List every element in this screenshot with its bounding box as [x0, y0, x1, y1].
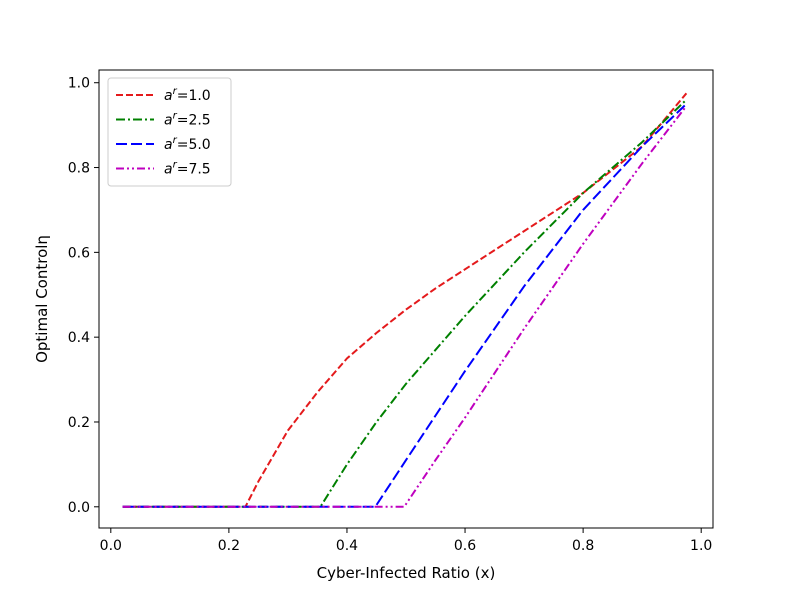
x-tick-label: 0.4	[336, 538, 358, 554]
y-tick-label: 0.8	[68, 161, 90, 177]
series-line	[122, 92, 688, 508]
series-line	[122, 105, 688, 508]
y-axis-label: Optimal Controlη	[33, 235, 51, 363]
legend-entry: ar=2.5	[164, 111, 211, 129]
x-tick-label: 0.0	[100, 538, 122, 554]
series-line	[122, 103, 688, 508]
legend-entry: ar=1.0	[164, 86, 211, 104]
legend-entry: ar=5.0	[164, 135, 211, 153]
x-axis-label: Cyber-Infected Ratio (x)	[317, 564, 496, 582]
legend-entry: ar=7.5	[164, 160, 211, 178]
y-axis: 0.0 0.2 0.4 0.6 0.8 1.0	[68, 76, 99, 516]
legend-box	[107, 77, 232, 187]
y-tick-label: 0.2	[68, 415, 90, 431]
plot-frame	[98, 69, 714, 529]
y-tick-label: 0.4	[68, 330, 90, 346]
x-tick-label: 0.2	[218, 538, 240, 554]
legend: ar=1.0 ar=2.5 ar=5.0 ar=7.5	[107, 77, 232, 187]
series-layer	[122, 92, 688, 508]
y-tick-label: 0.6	[68, 245, 90, 261]
x-tick-label: 0.8	[572, 538, 594, 554]
x-tick-label: 0.6	[454, 538, 476, 554]
y-tick-label: 1.0	[68, 76, 90, 92]
series-line	[122, 98, 688, 508]
x-tick-label: 1.0	[690, 538, 712, 554]
y-tick-label: 0.0	[68, 500, 90, 516]
x-axis: 0.0 0.2 0.4 0.6 0.8 1.0	[100, 528, 712, 554]
